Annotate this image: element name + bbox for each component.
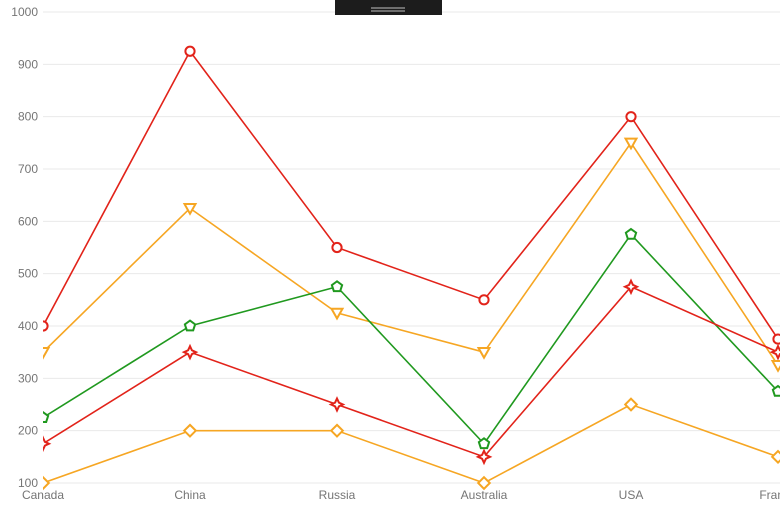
triangle-down-marker[interactable] — [770, 360, 780, 373]
drag-handle[interactable] — [335, 0, 442, 15]
triangle-down-marker[interactable] — [623, 137, 639, 151]
four-point-star-marker[interactable] — [328, 396, 346, 413]
triangle-down-marker[interactable] — [476, 346, 492, 360]
pentagon-marker[interactable] — [624, 227, 638, 240]
gridlines — [43, 11, 780, 484]
y-axis-tick-label: 1000 — [11, 5, 38, 19]
four-point-star-marker[interactable] — [181, 343, 199, 361]
y-axis-tick-labels: 100 200 300 400 500 600 700 800 900 1000 — [11, 5, 38, 490]
orange-triangle-series-line — [43, 141, 779, 366]
diamond-marker[interactable] — [476, 475, 492, 491]
pentagon-marker[interactable] — [330, 280, 344, 293]
y-axis-tick-label: 800 — [18, 110, 38, 124]
diamond-marker[interactable] — [37, 475, 51, 491]
triangle-down-marker[interactable] — [182, 203, 198, 216]
x-axis-label: China — [174, 488, 206, 502]
four-point-star-marker[interactable] — [769, 343, 780, 361]
diamond-marker[interactable] — [182, 423, 198, 438]
four-point-star-marker[interactable] — [37, 435, 52, 453]
four-point-star-marker[interactable] — [622, 278, 640, 296]
pentagon-marker[interactable] — [38, 410, 50, 423]
circle-marker[interactable] — [625, 111, 637, 123]
y-axis-tick-label: 200 — [18, 424, 38, 438]
y-axis-tick-label: 500 — [18, 267, 38, 281]
triangle-down-marker[interactable] — [329, 307, 345, 321]
y-axis-tick-label: 700 — [18, 162, 38, 176]
green-pentagon-series-line — [43, 233, 779, 446]
red-circle-series — [38, 45, 780, 345]
x-axis-labels: Canada China Russia Australia USA France — [22, 488, 780, 502]
x-axis-label: Australia — [461, 488, 508, 502]
circle-marker[interactable] — [331, 241, 343, 254]
circle-marker[interactable] — [38, 320, 49, 332]
circle-marker[interactable] — [184, 45, 196, 57]
circle-marker[interactable] — [478, 294, 490, 306]
pentagon-marker[interactable] — [771, 384, 780, 397]
pentagon-marker[interactable] — [477, 437, 491, 450]
four-point-star-marker[interactable] — [475, 448, 493, 466]
orange-diamond-series-line — [43, 403, 779, 484]
diamond-marker[interactable] — [329, 423, 345, 438]
orange-diamond-series — [37, 397, 780, 491]
green-pentagon-series — [38, 227, 780, 450]
y-axis-tick-label: 300 — [18, 371, 38, 385]
x-axis-label: Russia — [319, 488, 356, 502]
diamond-marker[interactable] — [623, 397, 639, 412]
y-axis-tick-label: 400 — [18, 319, 38, 333]
pentagon-marker[interactable] — [183, 319, 197, 332]
circle-marker[interactable] — [772, 333, 780, 345]
y-axis-tick-label: 600 — [18, 214, 38, 228]
diamond-marker[interactable] — [770, 449, 780, 465]
red-star-series-line — [43, 285, 779, 458]
red-star-series — [37, 278, 780, 466]
y-axis-tick-label: 100 — [18, 476, 38, 490]
red-circle-series-line — [43, 49, 779, 340]
triangle-down-marker[interactable] — [38, 346, 51, 360]
x-axis-label: France — [759, 488, 780, 502]
x-axis-label: USA — [619, 488, 644, 502]
orange-triangle-series — [38, 137, 780, 373]
x-axis-label: Canada — [22, 488, 64, 502]
y-axis-tick-label: 900 — [18, 57, 38, 71]
